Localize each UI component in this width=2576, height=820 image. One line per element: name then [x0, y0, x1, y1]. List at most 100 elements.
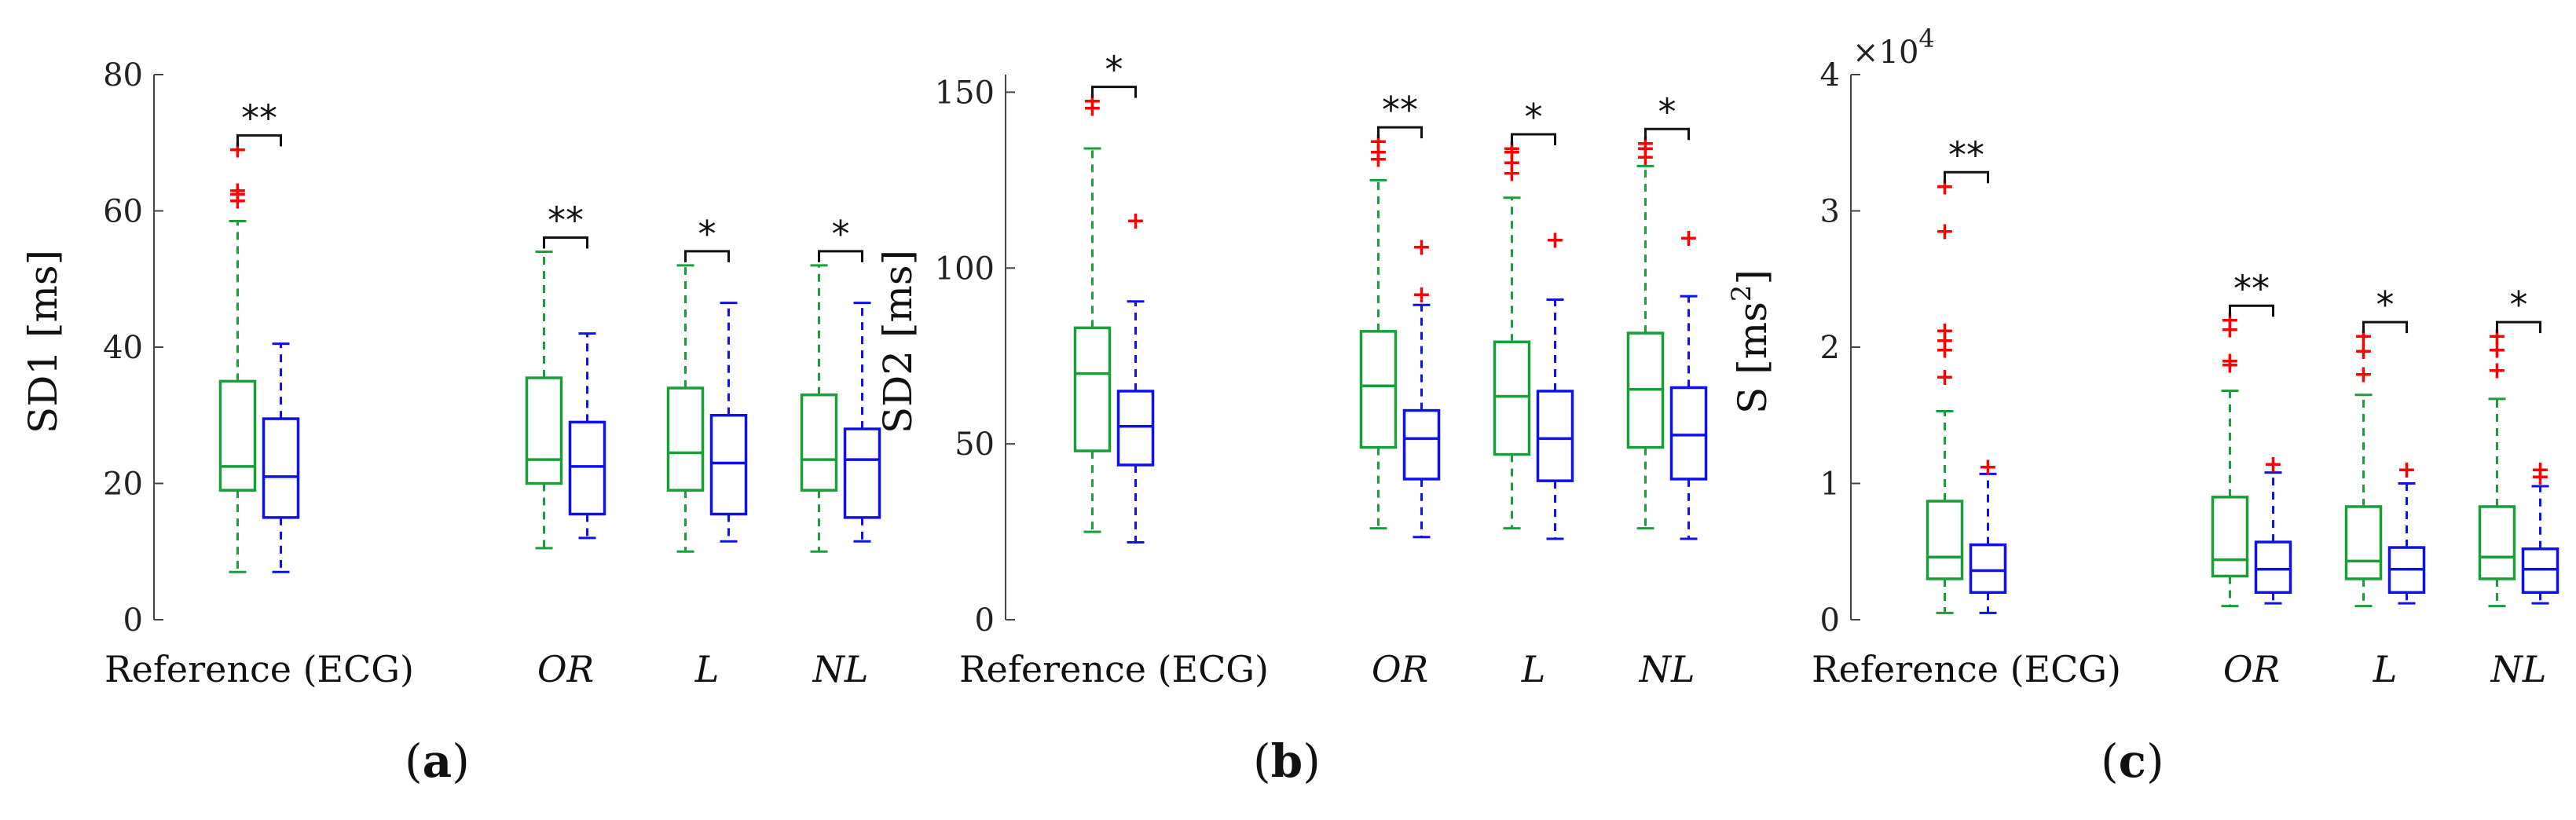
y-tick-label: 3	[1820, 194, 1840, 230]
outlier-point: +	[2220, 347, 2240, 375]
outlier-point: +	[1502, 159, 1522, 187]
box-group2: +	[1116, 207, 1155, 544]
box-group2: +	[1669, 225, 1708, 540]
x-category-label: NL	[2490, 648, 2547, 690]
x-category-label: OR	[2223, 648, 2280, 690]
significance-bracket: *	[2362, 284, 2408, 334]
y-axis-label: SD1 [ms]	[20, 250, 66, 434]
significance-bracket: *	[818, 213, 863, 262]
outlier-point: +	[2530, 456, 2550, 484]
significance-bracket: **	[2229, 267, 2274, 317]
significance-bracket: **	[1377, 89, 1423, 139]
significance-label: *	[698, 213, 716, 255]
box-group2: +	[1536, 226, 1574, 540]
box-group1: +++	[2344, 323, 2383, 608]
x-category-label: OR	[1372, 648, 1428, 690]
x-category-label: Reference (ECG)	[959, 648, 1269, 690]
iqr-box	[1116, 390, 1155, 467]
bracket-line	[684, 250, 730, 262]
box-group1	[666, 264, 705, 553]
box-group1: +++	[2478, 323, 2516, 608]
bracket-line	[2362, 320, 2408, 334]
iqr-box	[262, 417, 300, 519]
outlier-point: +	[2263, 451, 2283, 478]
outlier-point: +	[1935, 336, 1955, 364]
bracket-line	[1944, 170, 1989, 184]
iqr-box	[1969, 543, 2007, 595]
y-axis-label: SD2 [ms]	[875, 250, 921, 434]
iqr-box	[568, 420, 606, 516]
box-group2	[843, 302, 881, 543]
y-tick-label: 100	[935, 251, 995, 287]
bracket-line	[1644, 127, 1690, 141]
y-tick-label: 2	[1820, 330, 1840, 366]
outlier-point: +	[1679, 225, 1698, 252]
box-group1: +++	[1359, 128, 1398, 530]
box-group2: +	[2387, 456, 2426, 605]
bracket-line	[818, 250, 863, 262]
outlier-point: +	[1369, 139, 1388, 167]
significance-bracket: *	[1511, 96, 1556, 146]
iqr-box	[800, 393, 838, 492]
outlier-point: +	[1126, 207, 1145, 235]
significance-label: *	[832, 213, 850, 255]
outlier-point: +	[1083, 95, 1102, 123]
y-axis-label: S [ms2]	[1726, 269, 1775, 414]
box-group1: ++	[1073, 88, 1112, 533]
y-tick-label: 1	[1820, 467, 1840, 503]
outlier-point: +	[1935, 317, 1955, 345]
outlier-point: +	[1412, 281, 1431, 309]
significance-label: **	[1382, 89, 1418, 131]
panel-label-b: (b)	[1253, 734, 1321, 788]
iqr-box	[1493, 340, 1531, 456]
x-category-label: OR	[537, 648, 594, 690]
bracket-line	[2229, 304, 2274, 317]
outlier-point: +	[1935, 364, 1955, 391]
outlier-point: +	[228, 177, 247, 204]
panel-label-c: (c)	[2101, 734, 2164, 788]
outlier-point: +	[1412, 233, 1431, 261]
significance-label: *	[1105, 49, 1123, 91]
significance-bracket: **	[236, 97, 282, 147]
y-tick-label: 40	[103, 330, 143, 366]
y-tick-label: 80	[103, 57, 143, 93]
iqr-box	[2211, 496, 2249, 578]
outlier-point: +	[1935, 327, 1955, 354]
significance-bracket: *	[684, 213, 730, 262]
outlier-point: +	[2397, 456, 2417, 484]
outlier-point: +	[228, 181, 247, 208]
box-group2: ++	[1402, 233, 1441, 539]
iqr-box	[525, 376, 563, 485]
x-category-label: L	[2373, 648, 2398, 690]
significance-bracket: *	[1091, 49, 1137, 98]
outlier-point: +	[1978, 454, 1998, 481]
significance-label: *	[2376, 284, 2395, 326]
significance-bracket: **	[543, 200, 588, 249]
iqr-box	[1669, 386, 1708, 481]
iqr-box	[1359, 330, 1398, 449]
significance-label: **	[548, 200, 584, 242]
outlier-point: +	[1636, 144, 1655, 171]
iqr-box	[2254, 540, 2292, 595]
outlier-point: +	[2354, 338, 2373, 365]
y-tick-label: 150	[935, 75, 995, 111]
box-group1: ++++	[2211, 306, 2249, 608]
box-group2	[262, 342, 300, 573]
bracket-line	[1511, 133, 1556, 146]
panel-label-a: (a)	[405, 734, 470, 788]
box-group2: ++	[2521, 456, 2560, 605]
y-tick-label: 0	[975, 602, 995, 639]
iqr-box	[1073, 326, 1112, 452]
iqr-box	[218, 379, 257, 492]
y-tick-label: 0	[123, 602, 143, 639]
outlier-point: +	[2220, 352, 2240, 379]
box-group1	[800, 264, 838, 553]
significance-label: **	[2233, 267, 2270, 309]
iqr-box	[666, 386, 705, 492]
y-tick-label: 0	[1820, 602, 1840, 639]
outlier-point: +	[228, 187, 247, 214]
outlier-point: +	[2354, 361, 2373, 389]
